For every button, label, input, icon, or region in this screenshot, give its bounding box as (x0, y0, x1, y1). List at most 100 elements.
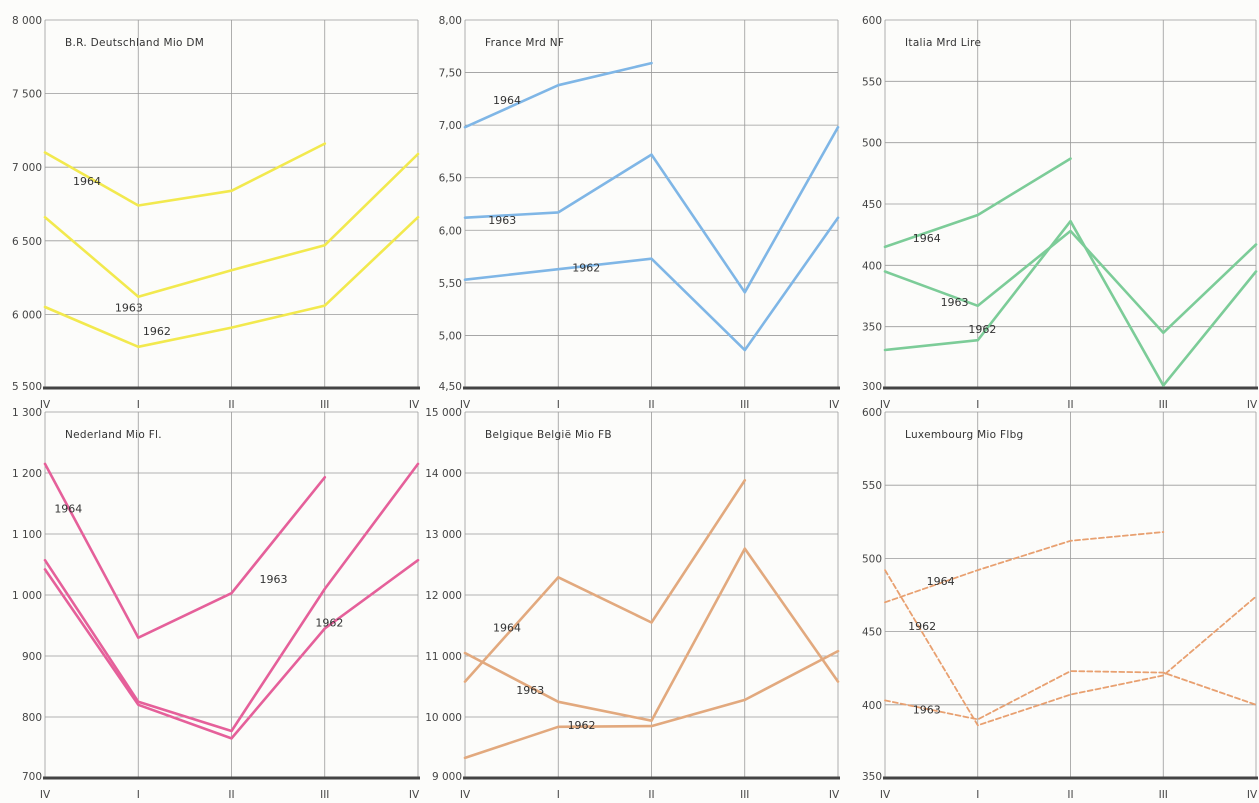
x-tick-label: III (1159, 789, 1168, 801)
y-tick-label: 9 000 (432, 771, 462, 783)
y-tick-label: 6,50 (439, 173, 462, 185)
x-tick-label: IV (1247, 399, 1258, 411)
y-tick-label: 4,50 (439, 381, 462, 393)
series-line-1963 (463, 125, 840, 294)
y-tick-label: 450 (862, 627, 882, 639)
x-tick-label: IV (880, 789, 891, 801)
x-tick-label: I (557, 399, 560, 411)
x-tick-label: II (1067, 399, 1073, 411)
panel-b-r-deutschland-mio-dm: 5 500 6 000 6 500 7 000 7 500 8 000 B.R. Deuts… (12, 15, 420, 411)
series-label-1963: 1963 (259, 573, 287, 586)
panel-france-mrd-nf: 4,50 5,00 5,50 6,00 6,50 7,00 7,50 8,00 France M… (439, 15, 840, 411)
y-tick-label: 900 (22, 651, 42, 663)
y-tick-label: 1 300 (12, 407, 42, 419)
x-tick-label: IV (829, 399, 840, 411)
y-tick-label: 6 000 (12, 309, 42, 321)
x-tick-label: IV (40, 399, 51, 411)
x-tick-label: I (557, 789, 560, 801)
series-label-1963: 1963 (115, 301, 143, 314)
x-tick-label: IV (460, 399, 471, 411)
y-tick-label: 6,00 (439, 225, 462, 237)
x-tick-label: IV (880, 399, 891, 411)
series-label-1962: 1962 (908, 620, 936, 633)
series-label-1964: 1964 (927, 575, 955, 588)
x-tick-label: III (1159, 399, 1168, 411)
x-tick-label: III (320, 789, 329, 801)
y-tick-label: 7 000 (12, 162, 42, 174)
series-line-1964 (43, 462, 327, 640)
y-tick-label: 1 000 (12, 590, 42, 602)
y-tick-label: 1 200 (12, 468, 42, 480)
y-tick-label: 500 (862, 138, 882, 150)
series-label-1964: 1964 (913, 232, 941, 245)
series-line-1962 (43, 558, 420, 740)
x-tick-label: IV (829, 789, 840, 801)
series-label-1962: 1962 (572, 261, 600, 274)
series-line-1963 (463, 547, 840, 723)
series-label-1963: 1963 (488, 214, 516, 227)
y-tick-label: 5,50 (439, 278, 462, 290)
y-tick-label: 7,50 (439, 68, 462, 80)
y-tick-label: 500 (862, 553, 882, 565)
y-tick-label: 550 (862, 76, 882, 88)
x-tick-label: IV (460, 789, 471, 801)
series-label-1963: 1963 (516, 684, 544, 697)
x-tick-label: II (228, 399, 234, 411)
series-line-1963 (43, 152, 420, 299)
y-tick-label: 800 (22, 712, 42, 724)
y-tick-label: 5,00 (439, 330, 462, 342)
y-tick-label: 15 000 (425, 407, 462, 419)
x-tick-label: I (137, 789, 140, 801)
series-label-1964: 1964 (493, 622, 521, 635)
series-line-1964 (883, 157, 1072, 249)
series-label-1964: 1964 (54, 503, 82, 516)
y-tick-label: 450 (862, 199, 882, 211)
x-tick-label: I (976, 789, 979, 801)
panel-italia-mrd-lire: 300 350 400 450 500 550 600 Italia Mrd Lire 1964… (862, 15, 1258, 411)
y-tick-label: 7,00 (439, 120, 462, 132)
y-tick-label: 5 500 (12, 381, 42, 393)
x-tick-label: III (320, 399, 329, 411)
x-tick-label: I (137, 399, 140, 411)
series-label-1963: 1963 (913, 704, 941, 717)
series-line-1964 (463, 478, 747, 683)
series-line-1962 (463, 216, 840, 352)
series-label-1963: 1963 (941, 296, 969, 309)
series-line-1963 (43, 462, 420, 733)
x-tick-label: III (740, 789, 749, 801)
y-tick-label: 600 (862, 15, 882, 27)
y-tick-label: 400 (862, 260, 882, 272)
series-label-1962: 1962 (568, 719, 596, 732)
x-tick-label: II (648, 399, 654, 411)
panel-title: B.R. Deutschland Mio DM (65, 37, 204, 49)
y-tick-label: 8 000 (12, 15, 42, 27)
series-label-1964: 1964 (493, 94, 521, 107)
y-tick-label: 12 000 (425, 590, 462, 602)
y-tick-label: 400 (862, 700, 882, 712)
y-tick-label: 10 000 (425, 712, 462, 724)
series-line-1962 (884, 569, 1257, 727)
y-tick-label: 7 500 (12, 89, 42, 101)
x-tick-label: II (648, 789, 654, 801)
x-tick-label: II (228, 789, 234, 801)
y-tick-label: 6 500 (12, 236, 42, 248)
panel-nederland-mio-fl: 700 800 900 1 000 1 100 1 200 1 300 Nederland M… (12, 407, 420, 801)
y-tick-label: 8,00 (439, 15, 462, 27)
x-tick-label: IV (40, 789, 51, 801)
series-line-1964 (43, 142, 327, 207)
y-tick-label: 300 (862, 381, 882, 393)
series-line-1962 (463, 649, 840, 760)
y-tick-label: 13 000 (425, 529, 462, 541)
series-line-1963 (883, 229, 1258, 335)
y-tick-label: 600 (862, 407, 882, 419)
x-tick-label: I (976, 399, 979, 411)
x-tick-label: IV (409, 399, 420, 411)
series-label-1962: 1962 (143, 325, 171, 338)
series-label-1962: 1962 (968, 323, 996, 336)
panel-luxembourg-mio-flbg: 350 400 450 500 550 600 Luxembourg Mio Flbg 196… (862, 407, 1258, 801)
y-tick-label: 14 000 (425, 468, 462, 480)
series-line-1964 (463, 61, 653, 129)
series-line-1962 (883, 219, 1258, 387)
y-tick-label: 550 (862, 480, 882, 492)
x-tick-label: IV (1247, 789, 1258, 801)
